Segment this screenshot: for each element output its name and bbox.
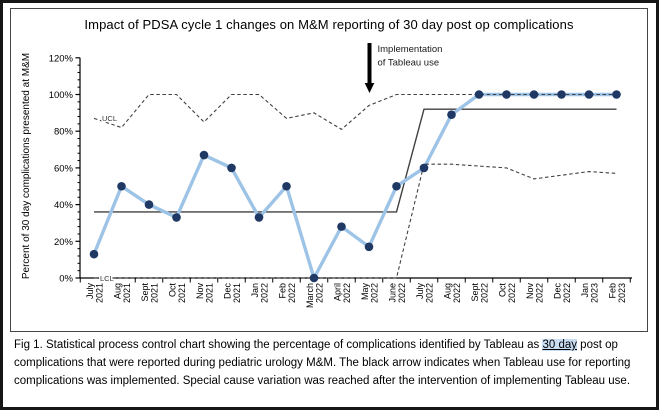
data-point [364, 242, 374, 252]
svg-text:Aug2022: Aug2022 [443, 283, 463, 303]
svg-text:Oct2021: Oct2021 [168, 283, 188, 304]
svg-text:80%: 80% [54, 127, 74, 138]
data-point [117, 181, 126, 191]
svg-text:Jan2023: Jan2023 [580, 283, 600, 303]
svg-text:20%: 20% [54, 237, 74, 248]
svg-text:April2022: April2022 [333, 283, 353, 303]
center-line [94, 108, 617, 213]
svg-text:Sept2022: Sept2022 [470, 283, 490, 304]
svg-text:Oct2022: Oct2022 [498, 283, 518, 304]
data-point-markers [89, 90, 621, 283]
data-point [199, 150, 209, 160]
axes [75, 57, 632, 283]
data-point [89, 249, 99, 259]
svg-text:Feb2022: Feb2022 [278, 283, 298, 303]
svg-text:of Tableau use: of Tableau use [378, 58, 440, 69]
svg-text:Sept2021: Sept2021 [140, 283, 160, 304]
svg-text:Implementation: Implementation [378, 44, 443, 55]
data-point [584, 90, 594, 99]
data-point [282, 181, 291, 191]
svg-text:LCL: LCL [100, 274, 114, 283]
svg-text:Nov2021: Nov2021 [195, 283, 215, 304]
svg-text:Dec2021: Dec2021 [223, 283, 243, 304]
data-point [557, 90, 566, 99]
svg-text:July2021: July2021 [85, 283, 105, 304]
data-point [254, 213, 264, 222]
svg-text:UCL: UCL [102, 114, 117, 123]
figure-caption: Fig 1. Statistical process control chart… [14, 336, 639, 390]
data-point [392, 181, 401, 191]
control-limit-lines [93, 93, 617, 279]
data-point [502, 90, 511, 99]
data-point [529, 90, 539, 99]
data-point [227, 163, 236, 173]
svg-text:Feb2023: Feb2023 [608, 283, 628, 303]
control-limit-labels: UCL LCL [99, 112, 119, 284]
data-point [474, 90, 484, 99]
svg-text:40%: 40% [54, 200, 74, 211]
underlined-30-day-text: 30 day [542, 339, 577, 351]
data-point [612, 90, 621, 99]
svg-text:March2022: March2022 [305, 283, 325, 308]
svg-text:Dec2022: Dec2022 [553, 283, 573, 304]
spc-chart-box: Impact of PDSA cycle 1 changes on M&M re… [10, 8, 648, 332]
annotation-text: Implementation of Tableau use [378, 44, 443, 69]
x-tick-labels: July2021 Aug2021 Sept2021 Oct2021 Nov2021 Dec… [85, 283, 627, 309]
data-point [337, 222, 346, 231]
svg-text:July2022: July2022 [415, 283, 435, 304]
svg-text:Jan2022: Jan2022 [250, 283, 270, 303]
svg-text:Nov2022: Nov2022 [525, 283, 545, 304]
data-point [172, 213, 181, 222]
data-point [447, 110, 456, 119]
caption-text: Fig 1. Statistical process control chart… [14, 339, 543, 351]
svg-text:May2022: May2022 [360, 283, 380, 304]
svg-text:Aug2021: Aug2021 [113, 283, 133, 303]
svg-text:60%: 60% [54, 163, 74, 174]
caption-text: post op complications that were reported… [14, 339, 631, 387]
y-tick-labels: 0% 20% 40% 60% 80% 100% 120% [49, 53, 74, 284]
svg-text:120%: 120% [49, 53, 74, 64]
data-point [144, 200, 154, 209]
svg-text:June2022: June2022 [388, 283, 408, 303]
data-point [309, 273, 319, 283]
chart-title: Impact of PDSA cycle 1 changes on M&M re… [84, 17, 574, 32]
implementation-arrow [364, 43, 375, 93]
data-point [419, 163, 429, 173]
spc-chart: 0% 20% 40% 60% 80% 100% 120% July2021 Aug2021 Sep… [49, 43, 632, 309]
svg-text:0%: 0% [59, 274, 73, 285]
svg-text:100%: 100% [49, 90, 74, 101]
data-series-line [92, 92, 619, 280]
